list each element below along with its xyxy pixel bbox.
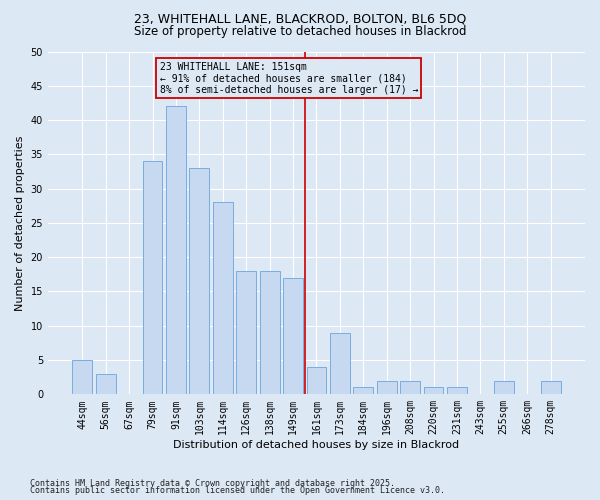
Bar (377, 380, 397, 394)
Text: Contains public sector information licensed under the Open Government Licence v3: Contains public sector information licen… (30, 486, 445, 495)
Bar (166, 106, 186, 395)
Bar (494, 380, 514, 394)
Bar (400, 380, 420, 394)
Bar (213, 202, 233, 394)
Text: Contains HM Land Registry data © Crown copyright and database right 2025.: Contains HM Land Registry data © Crown c… (30, 478, 395, 488)
Bar (96, 374, 116, 394)
Bar (541, 380, 560, 394)
Text: Size of property relative to detached houses in Blackrod: Size of property relative to detached ho… (134, 25, 466, 38)
Text: 23 WHITEHALL LANE: 151sqm
← 91% of detached houses are smaller (184)
8% of semi-: 23 WHITEHALL LANE: 151sqm ← 91% of detac… (160, 62, 418, 95)
Bar (424, 388, 443, 394)
Bar (143, 161, 163, 394)
Bar (73, 360, 92, 394)
Text: 23, WHITEHALL LANE, BLACKROD, BOLTON, BL6 5DQ: 23, WHITEHALL LANE, BLACKROD, BOLTON, BL… (134, 12, 466, 26)
Bar (447, 388, 467, 394)
Bar (330, 332, 350, 394)
Bar (307, 367, 326, 394)
Bar (283, 278, 303, 394)
Bar (236, 271, 256, 394)
Bar (260, 271, 280, 394)
Bar (353, 388, 373, 394)
Y-axis label: Number of detached properties: Number of detached properties (15, 135, 25, 310)
Bar (190, 168, 209, 394)
X-axis label: Distribution of detached houses by size in Blackrod: Distribution of detached houses by size … (173, 440, 460, 450)
